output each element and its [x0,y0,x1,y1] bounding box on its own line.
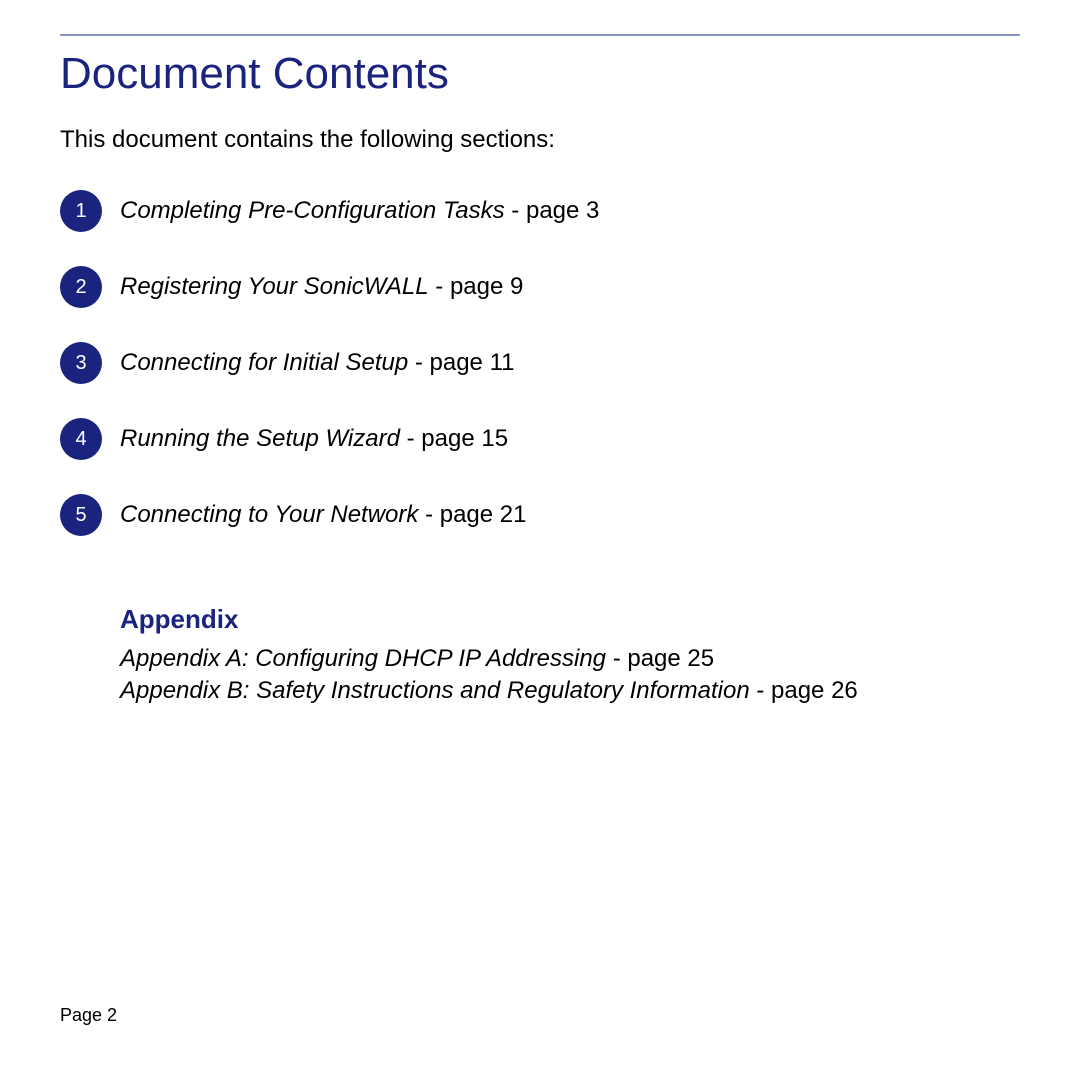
toc-title: Running the Setup Wizard [120,425,400,452]
toc-entry: Connecting for Initial Setup - page 11 [120,349,515,377]
toc-badge: 1 [60,190,102,232]
toc-title: Connecting to Your Network [120,501,418,528]
appendix-heading: Appendix [120,604,1020,635]
appendix-section: Appendix Appendix A: Configuring DHCP IP… [120,604,1020,705]
toc-entry: Completing Pre-Configuration Tasks - pag… [120,197,599,225]
toc-title: Connecting for Initial Setup [120,349,408,376]
toc-badge: 5 [60,494,102,536]
intro-text: This document contains the following sec… [60,126,1020,154]
toc-list: 1 Completing Pre-Configuration Tasks - p… [60,190,1020,536]
toc-page-ref: - page 9 [429,273,524,300]
appendix-page-ref: - page 26 [750,677,858,704]
toc-entry: Running the Setup Wizard - page 15 [120,425,508,453]
toc-badge: 4 [60,418,102,460]
toc-item[interactable]: 2 Registering Your SonicWALL - page 9 [60,266,1020,308]
toc-item[interactable]: 4 Running the Setup Wizard - page 15 [60,418,1020,460]
toc-title: Registering Your SonicWALL [120,273,429,300]
appendix-item[interactable]: Appendix A: Configuring DHCP IP Addressi… [120,645,1020,673]
page-title: Document Contents [60,50,1020,98]
toc-item[interactable]: 5 Connecting to Your Network - page 21 [60,494,1020,536]
appendix-title: Appendix B: Safety Instructions and Regu… [120,677,750,704]
toc-page-ref: - page 15 [400,425,508,452]
toc-entry: Connecting to Your Network - page 21 [120,501,527,529]
toc-entry: Registering Your SonicWALL - page 9 [120,273,523,301]
toc-item[interactable]: 1 Completing Pre-Configuration Tasks - p… [60,190,1020,232]
toc-item[interactable]: 3 Connecting for Initial Setup - page 11 [60,342,1020,384]
toc-page-ref: - page 11 [408,349,514,376]
appendix-page-ref: - page 25 [606,645,714,672]
toc-badge: 3 [60,342,102,384]
appendix-title: Appendix A: Configuring DHCP IP Addressi… [120,645,606,672]
top-rule [60,34,1020,36]
page-container: Document Contents This document contains… [0,0,1080,1080]
appendix-item[interactable]: Appendix B: Safety Instructions and Regu… [120,677,1020,705]
toc-badge: 2 [60,266,102,308]
toc-page-ref: - page 3 [505,197,600,224]
toc-page-ref: - page 21 [418,501,526,528]
toc-title: Completing Pre-Configuration Tasks [120,197,505,224]
page-footer: Page 2 [60,1005,117,1026]
